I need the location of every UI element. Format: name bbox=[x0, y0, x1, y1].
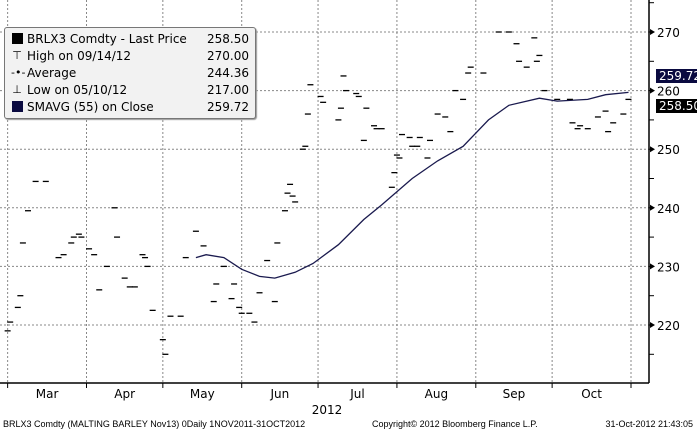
y-tick-arrow bbox=[650, 263, 655, 270]
x-tick-labels: Mar Apr May Jun Jul Aug Sep Oct 2012 bbox=[36, 387, 602, 417]
x-tick-label: Jun bbox=[270, 387, 290, 401]
low-marker-icon: ⊥ bbox=[12, 83, 22, 96]
y-tick-arrow bbox=[650, 204, 655, 211]
black-square-icon bbox=[11, 33, 23, 45]
y-tick-labels: 220 230 240 250 260 270 bbox=[650, 26, 680, 333]
y-tick-arrow bbox=[650, 322, 655, 328]
legend-row-last-price[interactable]: BRLX3 Comdty - Last Price 258.50 bbox=[11, 31, 249, 47]
legend-value: 258.50 bbox=[207, 32, 249, 46]
last-price-flag: 258.50 bbox=[656, 99, 697, 113]
sma-line bbox=[195, 91, 629, 279]
y-tick-arrow bbox=[650, 87, 655, 94]
legend-value: 244.36 bbox=[207, 66, 249, 80]
legend-label: Low on 05/10/12 bbox=[27, 83, 128, 97]
x-tick-label: Mar bbox=[36, 387, 59, 401]
footer-copyright: Copyright© 2012 Bloomberg Finance L.P. bbox=[372, 419, 538, 429]
y-tick-arrow bbox=[650, 29, 655, 35]
high-marker-icon: ⊤ bbox=[12, 49, 22, 62]
legend-label: Average bbox=[27, 66, 77, 80]
average-marker-icon: -•- bbox=[11, 66, 26, 79]
footer-security: BRLX3 Comdty (MALTING BARLEY Nov13) 0Dai… bbox=[3, 419, 306, 429]
x-axis-year-label: 2012 bbox=[312, 403, 343, 417]
legend-value: 217.00 bbox=[207, 83, 249, 97]
sma-series bbox=[195, 91, 629, 279]
legend[interactable]: BRLX3 Comdty - Last Price 258.50 ⊤ High … bbox=[4, 27, 256, 119]
x-tick-label: Jul bbox=[349, 387, 364, 401]
legend-value: 259.72 bbox=[207, 100, 249, 114]
y-tick-label: 220 bbox=[657, 319, 680, 333]
footer-timestamp: 31-Oct-2012 21:43:05 bbox=[605, 419, 693, 429]
sma-price-flag: 259.72 bbox=[656, 69, 697, 83]
y-tick-label: 260 bbox=[657, 85, 680, 99]
price-series bbox=[4, 31, 632, 355]
y-tick-label: 230 bbox=[657, 260, 680, 274]
legend-label: High on 09/14/12 bbox=[27, 49, 132, 63]
y-tick-label: 240 bbox=[657, 202, 680, 216]
y-tick-label: 250 bbox=[657, 143, 680, 157]
x-tick-label: May bbox=[190, 387, 215, 401]
navy-square-icon bbox=[11, 101, 23, 113]
legend-label: SMAVG (55) on Close bbox=[27, 100, 154, 114]
x-tick-label: Apr bbox=[114, 387, 135, 401]
legend-row-low[interactable]: ⊥ Low on 05/10/12 217.00 bbox=[11, 82, 249, 98]
x-tick-label: Oct bbox=[581, 387, 602, 401]
y-tick-arrow bbox=[650, 146, 655, 153]
legend-row-high[interactable]: ⊤ High on 09/14/12 270.00 bbox=[11, 48, 249, 64]
x-tick-label: Sep bbox=[503, 387, 526, 401]
x-tick-label: Aug bbox=[425, 387, 448, 401]
legend-label: BRLX3 Comdty - Last Price bbox=[27, 32, 187, 46]
legend-row-average[interactable]: -•- Average 244.36 bbox=[11, 65, 249, 81]
axes bbox=[0, 0, 654, 388]
legend-value: 270.00 bbox=[207, 49, 249, 63]
legend-row-sma[interactable]: SMAVG (55) on Close 259.72 bbox=[11, 99, 249, 115]
y-tick-label: 270 bbox=[657, 26, 680, 40]
